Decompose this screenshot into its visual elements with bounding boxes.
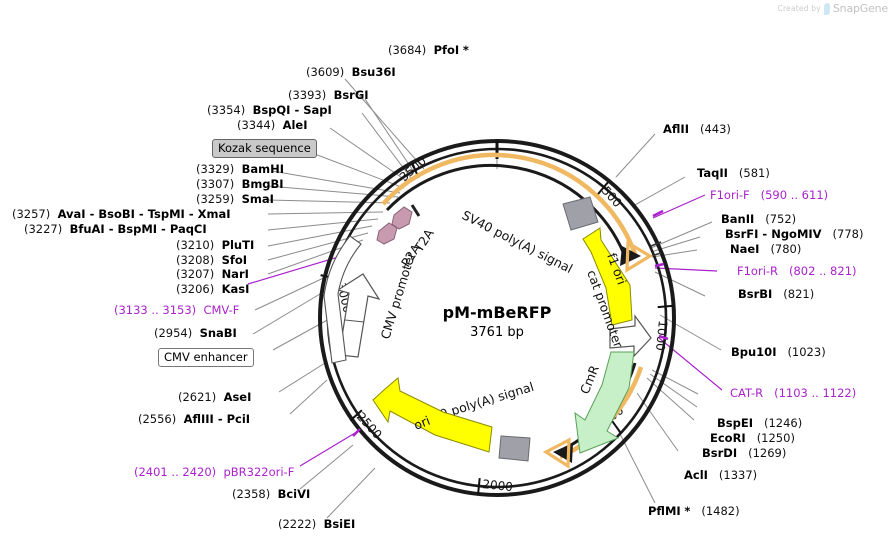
site-label-bfuai-group[interactable]: (3227) BfuAI - BspMI - PaqCI	[24, 222, 207, 236]
feature-label-ori: ori	[412, 413, 433, 433]
site-label-bspqi-sapi[interactable]: (3354) BspQI - SapI	[207, 103, 332, 117]
site-label-asei[interactable]: (2621) AseI	[178, 390, 252, 404]
boxed-label-cmv-enhancer[interactable]: CMV enhancer	[158, 348, 254, 367]
site-label-bmgbi[interactable]: (3307) BmgBI	[196, 177, 284, 191]
site-label-pflmi[interactable]: PflMI * (1482)	[648, 504, 740, 518]
snapgene-logo-icon	[823, 2, 831, 15]
site-label-banii[interactable]: BanII (752)	[721, 212, 797, 226]
leader-lines-right	[615, 133, 723, 504]
site-label-bspei[interactable]: BspEI (1246)	[717, 416, 803, 430]
site-label-acli[interactable]: AclI (1337)	[684, 468, 758, 482]
feature-sv40-polya-top	[562, 196, 599, 231]
primer-label-cat-r[interactable]: CAT-R (1103 .. 1122)	[730, 386, 857, 400]
site-label-aflii[interactable]: AflII (443)	[663, 122, 731, 136]
site-label-ecori[interactable]: EcoRI (1250)	[710, 431, 795, 445]
feature-cmv-enhancer	[323, 235, 362, 364]
feature-label-cmr: CmR	[577, 363, 602, 396]
feature-t2a	[391, 206, 413, 230]
site-label-bsu36i[interactable]: (3609) Bsu36I	[306, 65, 396, 79]
boxed-label-kozak-sequence[interactable]: Kozak sequence	[212, 139, 317, 158]
site-label-pfoi[interactable]: (3684) PfoI *	[388, 43, 469, 57]
snapgene-watermark: Created by SnapGene	[777, 2, 889, 15]
svg-text:2000: 2000	[482, 477, 514, 494]
feature-label-sv40-polya-top: SV40 poly(A) signal	[460, 207, 576, 276]
site-label-bamhi[interactable]: (3329) BamHI	[196, 162, 284, 176]
primer-label-f1ori-f[interactable]: F1ori-F (590 .. 611)	[710, 188, 829, 202]
site-label-bsiei[interactable]: (2222) BsiEI	[278, 517, 356, 531]
site-label-alei[interactable]: (3344) AleI	[237, 118, 308, 132]
site-label-snabi[interactable]: (2954) SnaBI	[154, 326, 237, 340]
site-label-sfoi[interactable]: (3208) SfoI	[176, 253, 248, 267]
feature-ori	[372, 377, 493, 453]
feature-kozak-tick	[410, 204, 421, 217]
site-label-bsrgi[interactable]: (3393) BsrGI	[288, 88, 369, 102]
feature-f1-ori	[582, 227, 633, 326]
feature-p2a	[376, 222, 398, 245]
watermark-brand: SnapGene	[832, 2, 888, 15]
site-label-avai-group[interactable]: (3257) AvaI - BsoBI - TspMI - XmaI	[12, 207, 231, 221]
site-label-bsrbi[interactable]: BsrBI (821)	[738, 287, 815, 301]
site-label-bsrfi-ngomiv[interactable]: BsrFI - NgoMIV (778)	[725, 227, 864, 241]
site-label-bpu10i[interactable]: Bpu10I (1023)	[731, 345, 826, 359]
site-label-bcivi[interactable]: (2358) BciVI	[232, 487, 311, 501]
feature-cat-promoter	[609, 314, 652, 358]
site-label-kasi[interactable]: (3206) KasI	[176, 282, 250, 296]
primer-label-f1ori-r[interactable]: F1ori-R (802 .. 821)	[737, 264, 857, 278]
site-label-taqii[interactable]: TaqII (581)	[697, 166, 770, 180]
feature-cmv-promoter	[336, 273, 381, 358]
plasmid-name: pM-mBeRFP	[443, 303, 552, 322]
watermark-prefix: Created by	[777, 4, 821, 13]
site-label-naei[interactable]: NaeI (780)	[730, 242, 802, 256]
feature-cmr	[574, 351, 635, 454]
site-label-pluti[interactable]: (3210) PluTI	[176, 238, 255, 252]
site-label-afliii-pcii[interactable]: (2556) AflIII - PciI	[138, 412, 251, 426]
site-label-nari[interactable]: (3207) NarI	[176, 267, 249, 281]
plasmid-size: 3761 bp	[470, 325, 524, 340]
feature-sv40-polya-bottom	[498, 435, 531, 462]
site-label-bsrdi[interactable]: BsrDI (1269)	[702, 446, 787, 460]
site-label-smai[interactable]: (3259) SmaI	[196, 192, 274, 206]
primer-label-pbr322ori-f[interactable]: (2401 .. 2420) pBR322ori-F	[134, 465, 295, 479]
primer-label-cmv-f[interactable]: (3133 .. 3153) CMV-F	[114, 303, 240, 317]
